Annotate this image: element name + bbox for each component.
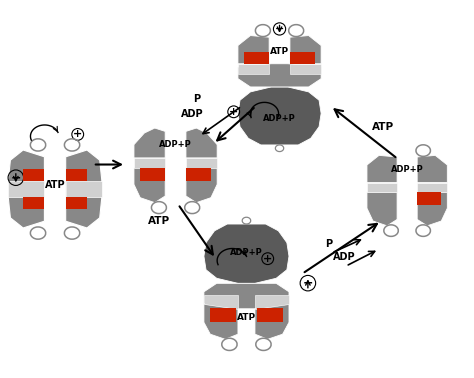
Polygon shape <box>417 155 447 183</box>
Text: ADP+P: ADP+P <box>159 140 192 149</box>
Polygon shape <box>186 158 217 168</box>
Polygon shape <box>290 64 321 74</box>
Text: −: − <box>275 24 284 34</box>
Text: ATP: ATP <box>45 180 65 190</box>
Text: ATP: ATP <box>148 216 170 226</box>
Text: −: − <box>10 171 21 184</box>
Polygon shape <box>23 197 45 209</box>
Text: P: P <box>326 239 333 249</box>
Polygon shape <box>204 304 238 339</box>
Polygon shape <box>8 150 45 228</box>
Polygon shape <box>367 183 397 192</box>
Text: ADP+P: ADP+P <box>230 248 263 257</box>
Polygon shape <box>66 181 102 197</box>
Polygon shape <box>66 150 102 228</box>
Polygon shape <box>367 192 397 226</box>
Polygon shape <box>367 155 397 183</box>
Polygon shape <box>238 87 321 145</box>
Polygon shape <box>66 169 87 181</box>
Text: P: P <box>193 94 201 104</box>
Polygon shape <box>23 169 45 181</box>
Text: ADP+P: ADP+P <box>391 165 423 174</box>
Text: ATP: ATP <box>237 313 256 322</box>
Polygon shape <box>66 197 87 209</box>
Text: ADP+P: ADP+P <box>263 114 296 123</box>
Text: ATP: ATP <box>270 46 289 56</box>
Text: ADP: ADP <box>333 252 356 262</box>
Polygon shape <box>255 295 289 309</box>
Polygon shape <box>417 192 441 205</box>
Polygon shape <box>290 36 321 64</box>
Polygon shape <box>8 181 45 197</box>
Text: ADP: ADP <box>181 110 203 119</box>
Polygon shape <box>290 52 315 64</box>
Polygon shape <box>186 168 211 181</box>
Polygon shape <box>204 284 289 309</box>
Text: ATP: ATP <box>373 122 394 132</box>
Text: +: + <box>73 129 82 139</box>
Polygon shape <box>238 64 321 87</box>
Polygon shape <box>134 128 165 158</box>
Polygon shape <box>244 52 269 64</box>
Polygon shape <box>186 128 217 158</box>
Polygon shape <box>257 308 283 322</box>
Polygon shape <box>204 224 289 284</box>
Polygon shape <box>210 308 236 322</box>
Polygon shape <box>417 192 447 226</box>
Polygon shape <box>238 36 269 64</box>
Text: +: + <box>229 107 238 117</box>
Polygon shape <box>186 168 217 203</box>
Polygon shape <box>134 168 165 203</box>
Polygon shape <box>134 158 165 168</box>
Text: −: − <box>302 277 313 290</box>
Polygon shape <box>417 183 447 192</box>
Polygon shape <box>238 64 269 74</box>
Polygon shape <box>255 304 289 339</box>
Text: +: + <box>263 254 273 264</box>
Polygon shape <box>140 168 165 181</box>
Polygon shape <box>204 295 238 309</box>
